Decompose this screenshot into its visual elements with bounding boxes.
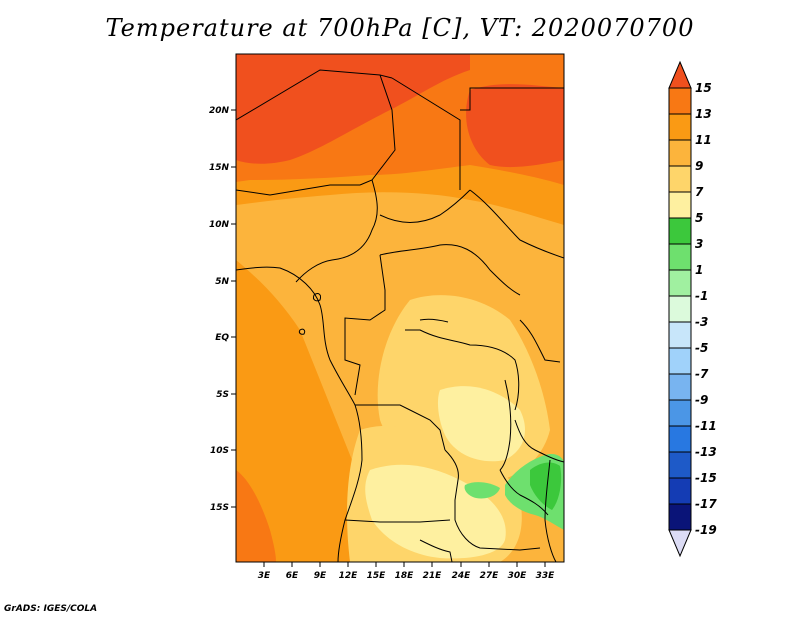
colorbar-label: -9 [695,393,708,407]
colorbar-segment [668,113,692,141]
lat-axis: 20N 15N 10N 5N EQ 5S 10S 15S [209,106,236,513]
colorbar-segment [668,269,692,297]
grads-credit: GrADS: IGES/COLA [4,604,98,614]
lon-label-21e: 21E [423,571,443,581]
colorbar-segment [668,87,692,115]
lat-label-15n: 15N [209,163,230,173]
colorbar-label: -11 [695,419,717,433]
colorbar-label: 13 [695,107,712,121]
country-borders [236,69,564,562]
lat-label-20n: 20N [209,106,230,116]
lat-label-5s: 5S [216,390,229,400]
colorbar-label: 3 [695,237,703,251]
field-interior-5 [437,386,525,462]
lon-label-18e: 18E [395,571,415,581]
colorbar-label: 11 [695,133,712,147]
lon-label-27e: 27E [480,571,500,581]
colorbar-label: 9 [695,159,703,173]
colorbar-segment [668,321,692,349]
colorbar-top-arrow [668,60,692,89]
map-frame [235,53,565,563]
colorbar-segment [668,477,692,505]
colorbar-label: -3 [695,315,708,329]
chart-title: Temperature at 700hPa [C], VT: 202007070… [105,14,695,42]
lat-label-5n: 5N [215,277,229,287]
lon-label-9e: 9E [314,571,327,581]
lon-label-24e: 24E [452,571,472,581]
lat-label-15s: 15S [210,503,229,513]
field-green-3 [530,462,562,510]
field-band-15-east [466,84,564,168]
field-band-15-west [236,54,470,164]
colorbar-label: 1 [695,263,703,277]
colorbar-segment [668,399,692,427]
colorbar-segment [668,243,692,271]
colorbar-segment [668,139,692,167]
colorbar-segment [668,451,692,479]
temperature-field [236,54,564,562]
colorbar-segment [668,191,692,219]
colorbar-label: -15 [695,471,717,485]
lon-label-30e: 30E [508,571,528,581]
colorbar-segment [668,503,692,531]
lon-label-15e: 15E [367,571,387,581]
field-green-spot [464,482,500,499]
lon-label-6e: 6E [286,571,299,581]
field-southwest-13 [236,470,276,562]
lat-label-10n: 10N [209,220,230,230]
lon-label-3e: 3E [258,571,271,581]
field-west-11 [236,260,372,562]
lat-label-eq: EQ [215,333,229,343]
colorbar-label: -7 [695,367,709,381]
colorbar-segment [668,165,692,193]
colorbar-segment [668,347,692,375]
colorbar-label: 5 [695,211,703,225]
colorbar-bottom-arrow [668,529,692,558]
colorbar-label: -1 [695,289,708,303]
lon-axis: 3E 6E 9E 12E 15E 18E 21E 24E 27E 30E 33E [258,562,555,581]
lat-label-10s: 10S [210,446,229,456]
colorbar: 15 13 11 9 7 5 3 1 -1 -3 -5 -7 -9 -11 -13 -15 -17 -19 [668,60,717,558]
colorbar-segment [668,425,692,453]
colorbar-label: -17 [695,497,717,511]
lon-label-33e: 33E [536,571,556,581]
colorbar-segment [668,217,692,245]
colorbar-label: -5 [695,341,708,355]
colorbar-label: 15 [695,81,712,95]
colorbar-label: -19 [695,523,717,537]
colorbar-label: 7 [695,185,704,199]
colorbar-segment [668,373,692,401]
lon-label-12e: 12E [339,571,359,581]
colorbar-label: -13 [695,445,717,459]
colorbar-segment [668,295,692,323]
